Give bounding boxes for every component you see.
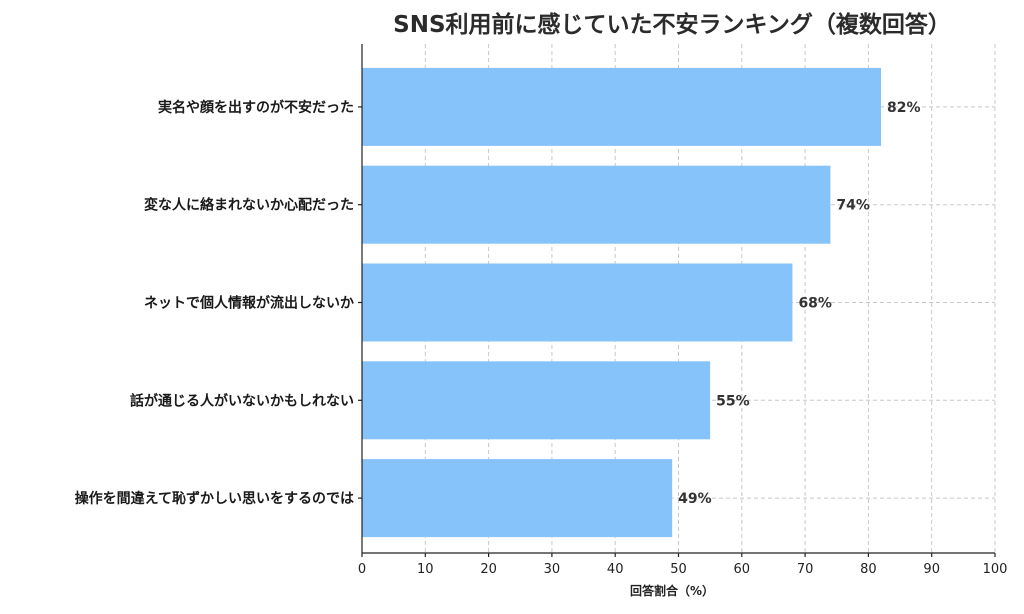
x-tick-label-40: 40: [607, 562, 624, 577]
x-tick-label-20: 20: [480, 562, 497, 577]
x-tick-label-0: 0: [358, 562, 366, 577]
bar-4: [362, 459, 673, 538]
category-label-1: 変な人に絡まれないか心配だった: [144, 197, 354, 214]
x-tick-label-70: 70: [797, 562, 814, 577]
value-label-0: 82%: [887, 100, 921, 116]
x-tick-label-30: 30: [544, 562, 561, 577]
value-label-4: 49%: [678, 491, 712, 507]
chart-title: SNS利用前に感じていた不安ランキング（複数回答）: [393, 11, 951, 38]
value-label-3: 55%: [716, 393, 750, 409]
labels: 0 10 20 30 40 50 60 70 80 90 100 実名や顔を出すのが不安だった変な人に…: [75, 99, 1008, 577]
x-tick-label-10: 10: [417, 562, 434, 577]
value-label-1: 74%: [836, 198, 870, 214]
bars: [362, 67, 882, 538]
x-tick-label-90: 90: [923, 562, 940, 577]
x-tick-label-50: 50: [670, 562, 687, 577]
value-label-2: 68%: [798, 296, 832, 312]
category-label-4: 操作を間違えて恥ずかしい思いをするのでは: [75, 490, 354, 507]
x-tick-label-100: 100: [983, 562, 1008, 577]
x-tick-label-80: 80: [860, 562, 877, 577]
bar-1: [362, 165, 831, 244]
category-label-3: 話が通じる人がいないかもしれない: [130, 392, 354, 409]
axes: [358, 44, 996, 557]
category-label-0: 実名や顔を出すのが不安だった: [158, 99, 354, 116]
bar-3: [362, 361, 711, 440]
x-axis-title: 回答割合（%）: [630, 583, 714, 598]
bar-2: [362, 263, 793, 342]
x-tick-label-60: 60: [734, 562, 751, 577]
bar-0: [362, 67, 882, 146]
category-label-2: ネットで個人情報が流出しないか: [144, 295, 354, 312]
